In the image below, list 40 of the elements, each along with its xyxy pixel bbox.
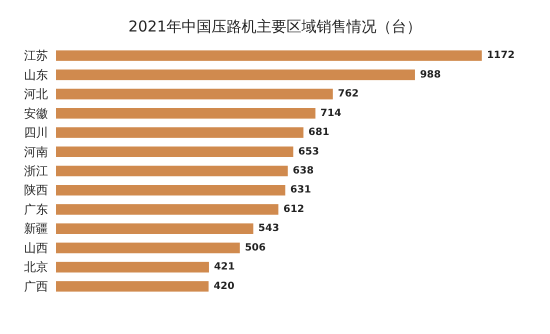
y-tick-label: 浙江 — [24, 164, 48, 178]
y-tick-label: 河北 — [24, 87, 48, 102]
data-label: 543 — [258, 223, 280, 234]
y-tick-label: 江苏 — [24, 48, 48, 63]
data-label: 421 — [214, 262, 235, 273]
bar — [56, 127, 304, 138]
y-tick-label: 陕西 — [24, 183, 48, 198]
bar — [56, 50, 482, 61]
bar — [56, 108, 316, 119]
data-label: 506 — [244, 242, 266, 254]
data-label: 681 — [308, 127, 330, 138]
data-label: 631 — [290, 184, 312, 196]
data-label: 638 — [292, 166, 314, 176]
y-tick-label: 新疆 — [24, 222, 48, 236]
y-tick-label: 河南 — [24, 144, 48, 159]
y-tick-label: 四川 — [24, 126, 48, 140]
bar — [56, 146, 294, 158]
y-tick-label: 安徽 — [24, 106, 48, 120]
data-label: 420 — [214, 280, 235, 292]
bar — [56, 281, 209, 292]
bar — [56, 88, 333, 100]
bar — [56, 184, 286, 196]
y-tick-label: 广西 — [24, 279, 48, 294]
chart-title: 2021年中国压路机主要区域销售情况（台） — [128, 18, 422, 36]
bar — [56, 242, 240, 254]
bar — [56, 70, 415, 80]
bar — [56, 223, 254, 234]
bar — [56, 262, 209, 272]
bar — [56, 166, 288, 176]
y-tick-label: 山东 — [24, 68, 48, 82]
y-tick-label: 广东 — [24, 202, 48, 216]
y-tick-label: 山西 — [24, 240, 48, 255]
data-label: 714 — [320, 108, 342, 119]
y-tick-label: 北京 — [24, 260, 48, 274]
data-label: 612 — [283, 204, 304, 215]
data-label: 653 — [298, 146, 320, 158]
data-label: 762 — [338, 88, 359, 100]
bar — [56, 204, 278, 215]
data-label: 988 — [420, 69, 441, 80]
data-label: 1172 — [486, 50, 515, 62]
